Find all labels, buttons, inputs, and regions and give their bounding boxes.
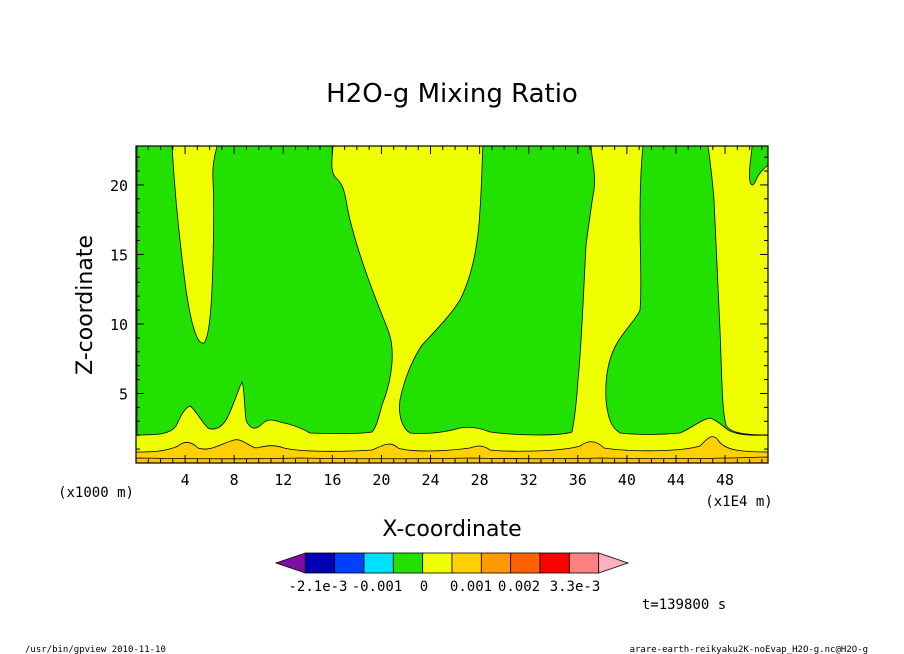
colorbar-cell (568, 552, 600, 574)
x-tick-label: 8 (230, 471, 239, 489)
colorbar-cell (392, 552, 424, 574)
colorbar-cell (304, 552, 336, 574)
x-axis-label: X-coordinate (382, 517, 521, 542)
footer-right: arare-earth-reikyaku2K-noEvap_H2O-g.nc@H… (630, 645, 868, 654)
x-tick-label: 12 (274, 471, 292, 489)
chart-title: H2O-g Mixing Ratio (326, 79, 578, 109)
contour-deep-orange-band (135, 456, 769, 464)
y-axis-label: Z-coordinate (73, 235, 98, 375)
colorbar-cell (598, 552, 630, 574)
plot-frame (135, 145, 769, 464)
y-tick-label: 15 (110, 246, 128, 264)
colorbar-label: 0.002 (498, 579, 540, 595)
x-tick-label: 32 (520, 471, 538, 489)
x-axis-ticks: 4 8 12 16 20 24 28 32 36 40 44 48 (147, 146, 763, 489)
y-tick-label: 20 (110, 177, 128, 195)
time-label: t=139800 s (642, 597, 726, 613)
x-tick-label: 16 (323, 471, 341, 489)
colorbar-cell (363, 552, 394, 574)
colorbar-cell (539, 552, 570, 574)
colorbar-cell (451, 552, 482, 574)
x-tick-label: 24 (421, 471, 439, 489)
x-tick-label: 20 (372, 471, 390, 489)
colorbar-label: -2.1e-3 (288, 579, 347, 595)
colorbar-label: -0.001 (352, 579, 403, 595)
colorbar-label: 3.3e-3 (550, 579, 601, 595)
colorbar (274, 552, 630, 574)
colorbar-cell (274, 552, 306, 574)
x-tick-label: 48 (716, 471, 734, 489)
colorbar-cell (480, 552, 512, 574)
y-axis-ticks: 5 10 15 20 (110, 156, 768, 450)
colorbar-cell (422, 552, 453, 574)
x-unit-label: (x1000 m) (58, 485, 134, 501)
x-tick-label: 4 (181, 471, 190, 489)
x-tick-label: 40 (618, 471, 636, 489)
contour-green-mid (399, 145, 595, 436)
x-scale-note: (x1E4 m) (705, 494, 772, 510)
colorbar-cell (510, 552, 541, 574)
colorbar-cell (334, 552, 365, 574)
contour-orange-band (135, 436, 769, 464)
colorbar-labels: -2.1e-3 -0.001 0 0.001 0.002 3.3e-3 (288, 579, 600, 595)
footer-left: /usr/bin/gpview 2010-11-10 (25, 645, 166, 654)
x-tick-label: 28 (471, 471, 489, 489)
colorbar-label: 0 (420, 579, 428, 595)
x-tick-label: 44 (667, 471, 685, 489)
contour-green-left (136, 145, 393, 436)
plot-area (135, 145, 769, 464)
y-tick-label: 5 (119, 385, 128, 403)
contour-green-right (605, 145, 769, 436)
colorbar-label: 0.001 (450, 579, 492, 595)
y-tick-label: 10 (110, 316, 128, 334)
x-tick-label: 36 (569, 471, 587, 489)
